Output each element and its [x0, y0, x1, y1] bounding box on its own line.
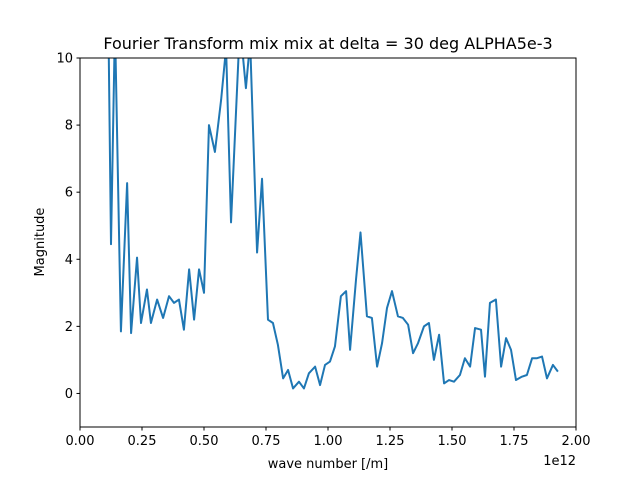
plot-area — [107, 58, 559, 390]
y-tick-label: 2 — [65, 320, 73, 335]
x-tick-label: 1.50 — [438, 434, 467, 449]
data-line — [107, 58, 559, 390]
x-tick-label: 2.00 — [562, 434, 591, 449]
y-tick-label: 4 — [65, 253, 73, 268]
x-tick-label: 0.00 — [66, 434, 95, 449]
x-tick-label: 0.50 — [190, 434, 219, 449]
x-tick-label: 1.25 — [376, 434, 405, 449]
y-tick-label: 10 — [56, 52, 73, 67]
x-tick-label: 1.00 — [314, 434, 343, 449]
x-tick-label: 0.25 — [128, 434, 157, 449]
y-axis-label: Magnitude — [33, 208, 48, 277]
chart-title: Fourier Transform mix mix at delta = 30 … — [103, 34, 552, 53]
x-offset-label: 1e12 — [543, 454, 576, 469]
x-axis-label: wave number [/m] — [268, 457, 388, 472]
x-tick-label: 0.75 — [252, 434, 281, 449]
y-tick-label: 0 — [65, 387, 73, 402]
y-tick-label: 8 — [65, 119, 73, 134]
x-tick-label: 1.75 — [500, 434, 529, 449]
y-tick-label: 6 — [65, 186, 73, 201]
axes-frame — [79, 57, 577, 428]
